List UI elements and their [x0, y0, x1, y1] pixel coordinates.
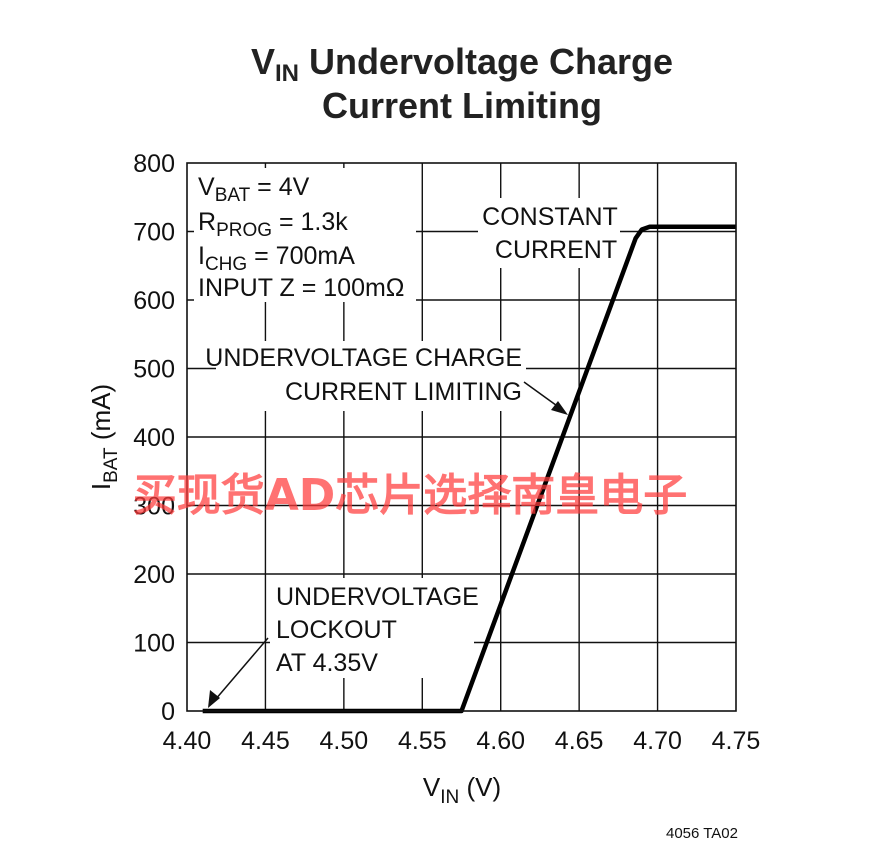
x-tick-label: 4.50 [320, 727, 369, 755]
annotation-current-limiting: CURRENT LIMITING [285, 378, 522, 406]
y-tick-label: 500 [133, 356, 175, 384]
x-tick-labels: 4.40 4.45 4.50 4.55 4.60 4.65 4.70 4.75 [163, 727, 761, 755]
annotation-lockout-line1: UNDERVOLTAGE [276, 583, 479, 611]
annotation-undervoltage-limiting: UNDERVOLTAGE CHARGE CURRENT LIMITING [205, 344, 568, 415]
condition-input-z: INPUT Z = 100mΩ [198, 274, 404, 302]
y-tick-label: 700 [133, 219, 175, 247]
y-tick-label: 800 [133, 150, 175, 178]
plot-frame [186, 162, 737, 712]
y-tick-labels: 0 100 200 300 400 500 600 700 800 [133, 150, 175, 726]
x-tick-label: 4.75 [712, 727, 761, 755]
annotation-background [194, 168, 416, 302]
y-tick-label: 0 [161, 698, 175, 726]
y-axis-label: IBAT (mA) [86, 384, 122, 490]
x-tick-label: 4.60 [476, 727, 525, 755]
condition-rprog: RPROG = 1.3k [198, 208, 348, 241]
x-tick-label: 4.40 [163, 727, 212, 755]
annotation-lockout-line2: LOCKOUT [276, 616, 397, 644]
condition-vbat: VBAT = 4V [198, 173, 310, 206]
annotation-constant-current: CONSTANT CURRENT [482, 203, 618, 264]
lockout-arrow-line [214, 637, 269, 701]
limiting-arrowhead [551, 401, 568, 415]
y-tick-label: 200 [133, 561, 175, 589]
annotation-undervoltage-charge: UNDERVOLTAGE CHARGE [205, 344, 522, 372]
limiting-arrow-line [523, 381, 561, 409]
annotation-current: CURRENT [495, 236, 617, 264]
annotation-lockout-line3: AT 4.35V [276, 649, 378, 677]
x-tick-label: 4.55 [398, 727, 447, 755]
annotation-lockout: UNDERVOLTAGE LOCKOUT AT 4.35V [208, 583, 479, 708]
y-tick-label: 600 [133, 287, 175, 315]
annotation-background [478, 198, 620, 268]
y-tick-label: 100 [133, 630, 175, 658]
lockout-arrowhead [208, 690, 220, 708]
y-tick-label: 400 [133, 424, 175, 452]
chart-title-line2: Current Limiting [322, 85, 602, 126]
x-tick-label: 4.65 [555, 727, 604, 755]
watermark-text: 买现货AD芯片选择南皇电子 [133, 470, 688, 521]
annotation-backgrounds [194, 168, 620, 678]
annotation-background [216, 341, 526, 411]
condition-ichg: ICHG = 700mA [198, 242, 355, 275]
y-tick-label: 300 [133, 493, 175, 521]
annotation-constant: CONSTANT [482, 203, 618, 231]
chart-title-line1: VIN Undervoltage Charge [251, 41, 673, 87]
x-tick-label: 4.45 [241, 727, 290, 755]
conditions-block: VBAT = 4V RPROG = 1.3k ICHG = 700mA INPU… [198, 173, 404, 302]
x-axis-label: VIN (V) [423, 772, 501, 808]
figure-code: 4056 TA02 [666, 825, 738, 842]
annotation-background [270, 578, 474, 678]
x-tick-label: 4.70 [633, 727, 682, 755]
